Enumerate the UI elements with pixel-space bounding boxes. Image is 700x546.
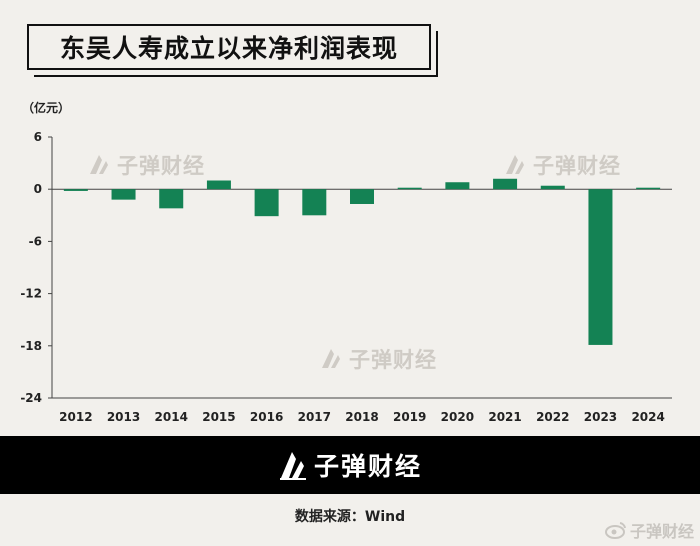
bar-2015 bbox=[206, 180, 231, 190]
x-tick-label: 2012 bbox=[59, 410, 92, 424]
x-tick-label: 2021 bbox=[488, 410, 521, 424]
bar-2021 bbox=[493, 178, 518, 190]
bar-2016 bbox=[254, 189, 279, 217]
y-tick-label: -24 bbox=[20, 391, 42, 405]
watermark: 子弹财经 bbox=[318, 344, 437, 374]
weibo-text: 子弹财经 bbox=[629, 522, 694, 541]
watermark-text: 子弹财经 bbox=[117, 154, 205, 178]
page-title: 东吴人寿成立以来净利润表现 bbox=[59, 34, 398, 63]
watermark: 子弹财经 bbox=[86, 150, 205, 180]
footer-banner: 子弹财经 bbox=[0, 436, 700, 494]
bar-chart: 6 0 -6 -12 -18 -24 2012 2013 2014 2015 2016 2017 201… bbox=[20, 130, 672, 424]
weibo-icon bbox=[604, 522, 626, 539]
footer-brand: 子弹财经 bbox=[313, 452, 422, 481]
bar-2014 bbox=[159, 189, 184, 209]
y-tick-label: 0 bbox=[34, 182, 42, 196]
watermark: 子弹财经 bbox=[502, 150, 621, 180]
x-tick-label: 2017 bbox=[298, 410, 331, 424]
bar-2023 bbox=[588, 189, 613, 345]
x-tick-label: 2016 bbox=[250, 410, 283, 424]
bullet-logo-icon bbox=[90, 155, 108, 174]
x-tick-label: 2022 bbox=[536, 410, 569, 424]
y-tick-label: -12 bbox=[20, 287, 42, 301]
x-tick-label: 2014 bbox=[155, 410, 188, 424]
y-axis-unit-label: （亿元） bbox=[22, 101, 71, 115]
y-tick-label: -6 bbox=[29, 234, 42, 248]
x-tick-label: 2024 bbox=[631, 410, 664, 424]
x-tick-label: 2015 bbox=[202, 410, 235, 424]
bar-2020 bbox=[445, 182, 470, 190]
bullet-logo-icon bbox=[279, 452, 306, 480]
bar-2022 bbox=[540, 185, 565, 190]
bar-2024 bbox=[636, 187, 661, 190]
bar-2018 bbox=[350, 189, 374, 204]
watermark-text: 子弹财经 bbox=[349, 348, 437, 372]
x-tick-label: 2018 bbox=[345, 410, 378, 424]
title-box: 东吴人寿成立以来净利润表现 bbox=[27, 24, 438, 77]
bar-2012 bbox=[63, 189, 88, 191]
bar-2013 bbox=[111, 189, 136, 200]
x-tick-label: 2023 bbox=[584, 410, 617, 424]
watermark-text: 子弹财经 bbox=[533, 154, 621, 178]
x-tick-label: 2019 bbox=[393, 410, 426, 424]
weibo-watermark: 子弹财经 bbox=[604, 518, 694, 542]
bullet-logo-icon bbox=[506, 155, 524, 174]
data-source: 数据来源：Wind bbox=[294, 509, 406, 525]
x-tick-label: 2013 bbox=[107, 410, 140, 424]
x-tick-label: 2020 bbox=[441, 410, 474, 424]
y-tick-label: 6 bbox=[34, 130, 42, 144]
bar-2019 bbox=[397, 187, 422, 190]
bullet-logo-icon bbox=[322, 349, 340, 368]
footer-logo: 子弹财经 bbox=[278, 447, 422, 483]
bar-2017 bbox=[302, 189, 327, 216]
y-tick-label: -18 bbox=[20, 339, 42, 353]
